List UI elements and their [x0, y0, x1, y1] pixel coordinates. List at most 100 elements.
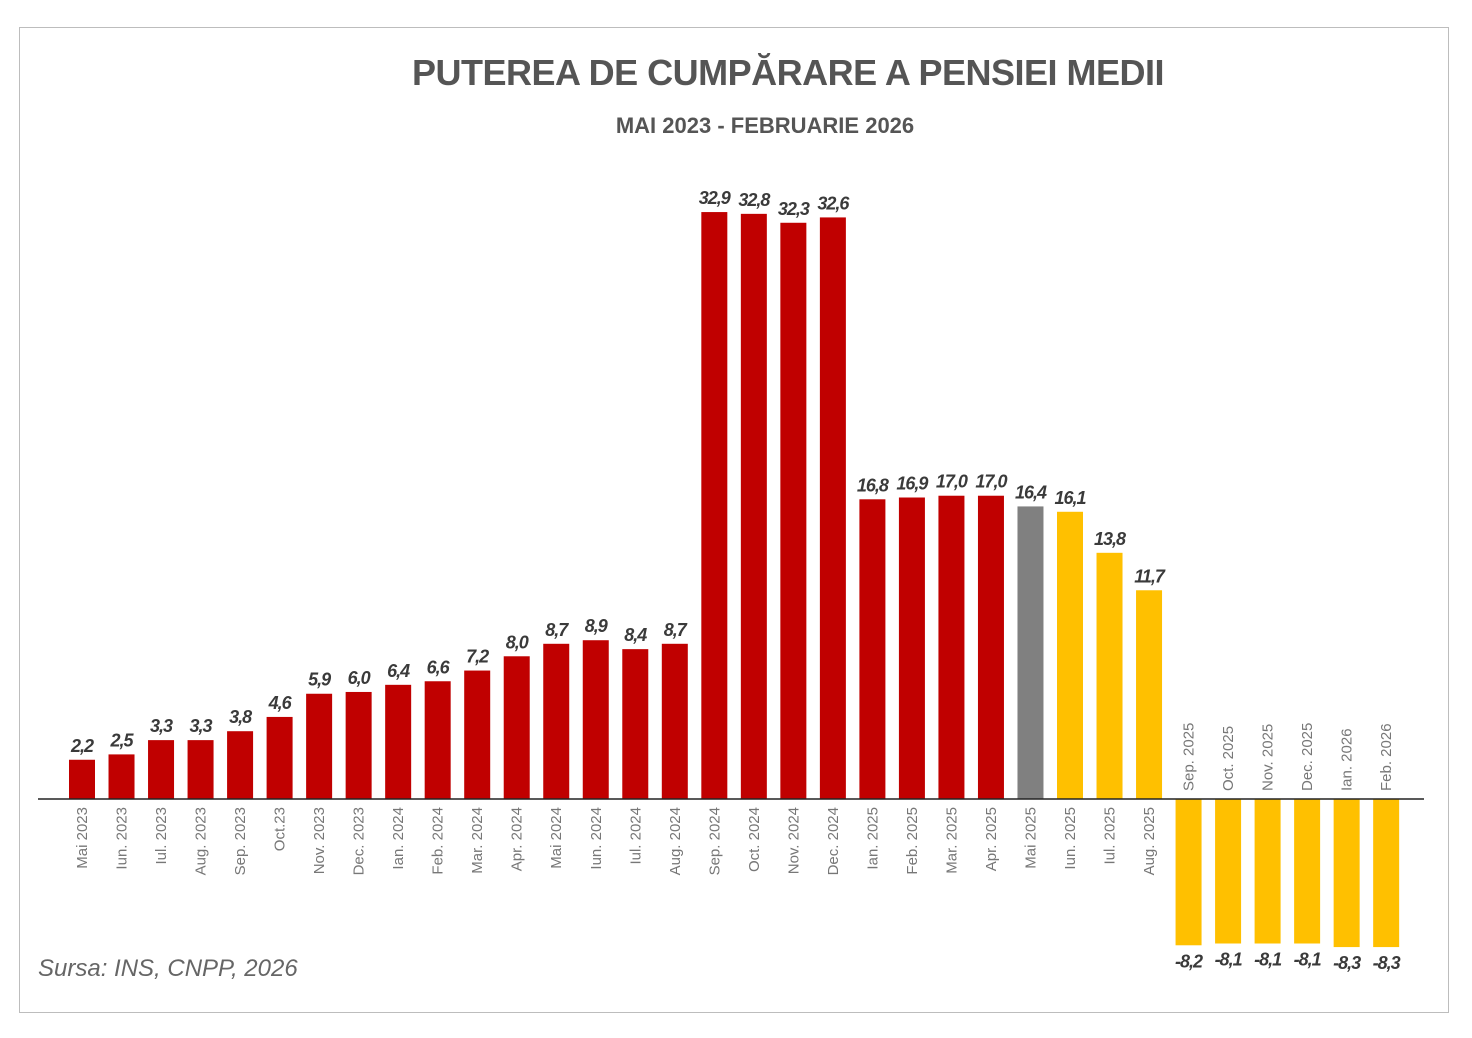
bar: [661, 643, 688, 799]
data-label: 16,8: [857, 475, 889, 495]
data-label: 2,2: [70, 736, 94, 756]
chart-frame: [19, 27, 1449, 1013]
bar: [306, 693, 333, 799]
bar: [1096, 552, 1123, 799]
category-label: Mai 2025: [1022, 807, 1039, 869]
bar: [938, 495, 965, 799]
category-label: Oct. 2024: [746, 807, 763, 872]
data-label: 5,9: [308, 670, 331, 690]
data-label: 6,4: [387, 661, 410, 681]
category-label: Feb. 2024: [430, 807, 447, 875]
bar: [1017, 506, 1044, 799]
category-label: Oct.23: [272, 807, 289, 851]
bar: [701, 212, 728, 800]
data-label: -8,1: [1254, 950, 1282, 970]
source-note: Sursa: INS, CNPP, 2026: [38, 955, 298, 982]
category-label: Dec. 2023: [351, 807, 368, 875]
bar: [977, 495, 1004, 799]
data-label: 6,0: [348, 668, 371, 688]
category-label: Mar. 2024: [469, 807, 486, 874]
category-label: Sep. 2024: [706, 807, 723, 875]
category-label: Iul. 2025: [1102, 807, 1119, 865]
bar: [345, 691, 372, 799]
data-label: 32,3: [778, 199, 810, 219]
data-label: -8,2: [1175, 951, 1203, 971]
bar: [148, 740, 175, 799]
data-label: 4,6: [268, 693, 293, 713]
chart-title: PUTEREA DE CUMPĂRARE A PENSIEI MEDII: [411, 52, 1165, 93]
category-label: Ian. 2026: [1339, 728, 1356, 791]
bar: [1333, 799, 1360, 948]
category-label: Iun. 2024: [588, 807, 605, 870]
data-label: 8,9: [585, 616, 608, 636]
bar: [187, 740, 214, 799]
data-label: 16,1: [1054, 488, 1086, 508]
data-label: 3,8: [229, 707, 252, 727]
data-label: 3,3: [150, 716, 173, 736]
bar: [227, 731, 254, 799]
category-label: Ian. 2025: [864, 807, 881, 870]
category-label: Dec. 2024: [825, 807, 842, 875]
category-label: Mai 2023: [74, 807, 91, 869]
bar: [780, 222, 807, 799]
bar: [108, 754, 135, 799]
data-label: 32,6: [817, 193, 850, 213]
category-label: Sep. 2023: [232, 807, 249, 875]
data-label: 8,0: [506, 632, 529, 652]
bar: [464, 670, 491, 799]
bar: [740, 213, 767, 799]
bar: [385, 684, 412, 799]
data-label: 8,7: [545, 620, 569, 640]
bar: [819, 217, 846, 799]
category-label: Nov. 2025: [1260, 724, 1277, 791]
category-label: Nov. 2024: [785, 807, 802, 874]
category-label: Iun. 2025: [1062, 807, 1079, 870]
bar: [424, 681, 451, 799]
category-label: Feb. 2026: [1378, 723, 1395, 791]
category-label: Nov. 2023: [311, 807, 328, 874]
data-label: -8,1: [1294, 950, 1322, 970]
bar: [622, 649, 649, 799]
data-label: 11,7: [1134, 566, 1166, 586]
bar: [859, 499, 886, 799]
category-label: Apr. 2024: [509, 807, 526, 871]
category-label: Mai 2024: [548, 807, 565, 869]
bar: [1373, 799, 1400, 948]
bar: [503, 656, 530, 799]
bar: [69, 759, 95, 799]
category-label: Iun. 2023: [114, 807, 131, 870]
bar: [266, 716, 293, 799]
data-label: 32,8: [738, 190, 770, 210]
bar: [1136, 590, 1163, 799]
data-label: 8,4: [624, 625, 647, 645]
data-label: -8,3: [1333, 953, 1361, 973]
category-label: Feb. 2025: [904, 807, 921, 875]
category-label: Oct. 2025: [1220, 726, 1237, 791]
data-label: 16,4: [1015, 482, 1047, 502]
bar: [1294, 799, 1321, 944]
data-label: 3,3: [190, 716, 213, 736]
bar: [898, 497, 925, 799]
bar: [1175, 799, 1202, 946]
chart-subtitle: MAI 2023 - FEBRUARIE 2026: [615, 113, 915, 138]
bar: [1057, 511, 1083, 799]
bar: [543, 643, 570, 799]
data-label: 7,2: [466, 647, 489, 667]
category-label: Ian. 2024: [390, 807, 407, 870]
category-label: Apr. 2025: [983, 807, 1000, 871]
category-label: Mar. 2025: [943, 807, 960, 874]
data-label: -8,1: [1215, 950, 1243, 970]
data-label: 2,5: [110, 730, 135, 750]
category-label: Iul. 2024: [627, 807, 644, 865]
category-label: Sep. 2025: [1181, 723, 1198, 791]
bar: [1215, 799, 1242, 944]
category-label: Aug. 2023: [193, 807, 210, 875]
data-label: -8,3: [1373, 953, 1401, 973]
data-label: 8,7: [664, 620, 688, 640]
category-label: Iul. 2023: [153, 807, 170, 865]
data-label: 17,0: [936, 472, 968, 492]
category-label: Dec. 2025: [1299, 723, 1316, 791]
data-label: 6,6: [427, 657, 451, 677]
category-label: Aug. 2025: [1141, 807, 1158, 875]
